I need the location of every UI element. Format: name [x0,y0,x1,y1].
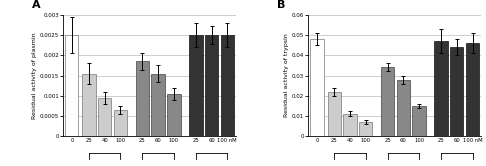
Bar [83,74,96,136]
Bar [450,47,464,136]
Bar [152,74,165,136]
Bar [136,61,149,136]
Text: A: A [32,0,41,10]
Y-axis label: Residual activity of plasmin: Residual activity of plasmin [32,32,37,119]
Bar [205,35,218,136]
Text: B: B [278,0,286,10]
Bar [114,110,127,136]
Bar [221,35,234,136]
Bar [167,94,180,136]
Bar [381,67,395,136]
Bar [466,43,479,136]
Bar [413,106,426,136]
Bar [311,39,324,136]
Bar [397,80,410,136]
Bar [434,41,448,136]
Y-axis label: Residual activity of trypsin: Residual activity of trypsin [284,34,289,117]
Bar [98,98,111,136]
Bar [189,35,203,136]
Bar [65,35,78,136]
Bar [344,114,357,136]
Bar [328,92,341,136]
Bar [359,122,372,136]
